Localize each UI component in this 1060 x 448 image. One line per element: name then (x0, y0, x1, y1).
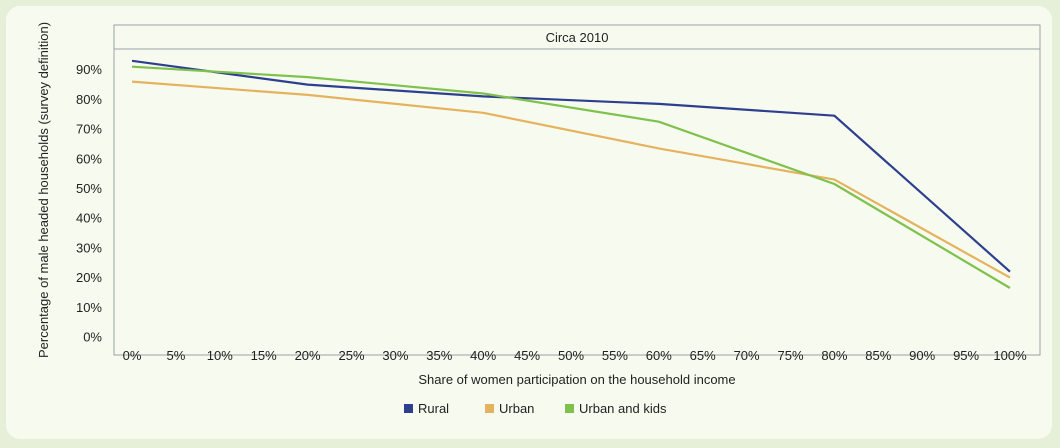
y-tick-label: 60% (76, 151, 102, 166)
legend-swatch (404, 404, 413, 413)
y-tick-label: 20% (76, 270, 102, 285)
legend-swatch (485, 404, 494, 413)
legend: Rural Urban Urban and kids (404, 401, 667, 416)
y-tick-label: 90% (76, 62, 102, 77)
x-tick-label: 90% (909, 348, 935, 363)
x-tick-label: 65% (690, 348, 716, 363)
legend-label: Urban and kids (579, 401, 667, 416)
plot-frame (113, 24, 1041, 356)
y-tick-label: 80% (76, 92, 102, 107)
y-tick-label: 10% (76, 300, 102, 315)
x-tick-label: 55% (602, 348, 628, 363)
y-tick-label: 40% (76, 211, 102, 226)
x-tick-label: 30% (382, 348, 408, 363)
chart-title: Circa 2010 (546, 30, 609, 45)
y-tick-label: 30% (76, 240, 102, 255)
x-tick-label: 40% (470, 348, 496, 363)
series-lines (131, 59, 1011, 289)
x-tick-label: 15% (251, 348, 277, 363)
series-line (131, 65, 1011, 289)
x-tick-label: 75% (777, 348, 803, 363)
x-tick-label: 100% (993, 348, 1027, 363)
y-tick-label: 50% (76, 181, 102, 196)
x-tick-label: 95% (953, 348, 979, 363)
legend-swatch (565, 404, 574, 413)
x-tick-label: 50% (558, 348, 584, 363)
x-tick-label: 20% (295, 348, 321, 363)
legend-label: Rural (418, 401, 449, 416)
line-chart: Circa 2010 0% 10% 20% 30% 40% 50% 60% 70% 80% 90%… (36, 22, 1041, 416)
y-tick-labels: 0% 10% 20% 30% 40% 50% 60% 70% 80% 90% (76, 62, 102, 344)
y-axis-label: Percentage of male headed households (su… (36, 22, 51, 358)
legend-label: Urban (499, 401, 534, 416)
series-line (131, 59, 1011, 273)
x-tick-label: 80% (821, 348, 847, 363)
x-tick-label: 85% (865, 348, 891, 363)
x-tick-label: 25% (338, 348, 364, 363)
x-tick-labels: 0% 5% 10% 15% 20% 25% 30% 35% 40% 45% 50% 55% 60% 65%… (123, 348, 1027, 363)
y-tick-label: 70% (76, 122, 102, 137)
chart-panel: Circa 2010 0% 10% 20% 30% 40% 50% 60% 70% 80% 90%… (6, 6, 1052, 439)
x-tick-label: 45% (514, 348, 540, 363)
y-tick-label: 0% (83, 330, 102, 345)
x-tick-label: 0% (123, 348, 142, 363)
x-axis-label: Share of women participation on the hous… (418, 372, 735, 387)
series-line (131, 80, 1011, 279)
x-tick-label: 5% (167, 348, 186, 363)
x-tick-label: 60% (646, 348, 672, 363)
x-tick-label: 70% (734, 348, 760, 363)
x-tick-label: 35% (426, 348, 452, 363)
x-tick-label: 10% (207, 348, 233, 363)
